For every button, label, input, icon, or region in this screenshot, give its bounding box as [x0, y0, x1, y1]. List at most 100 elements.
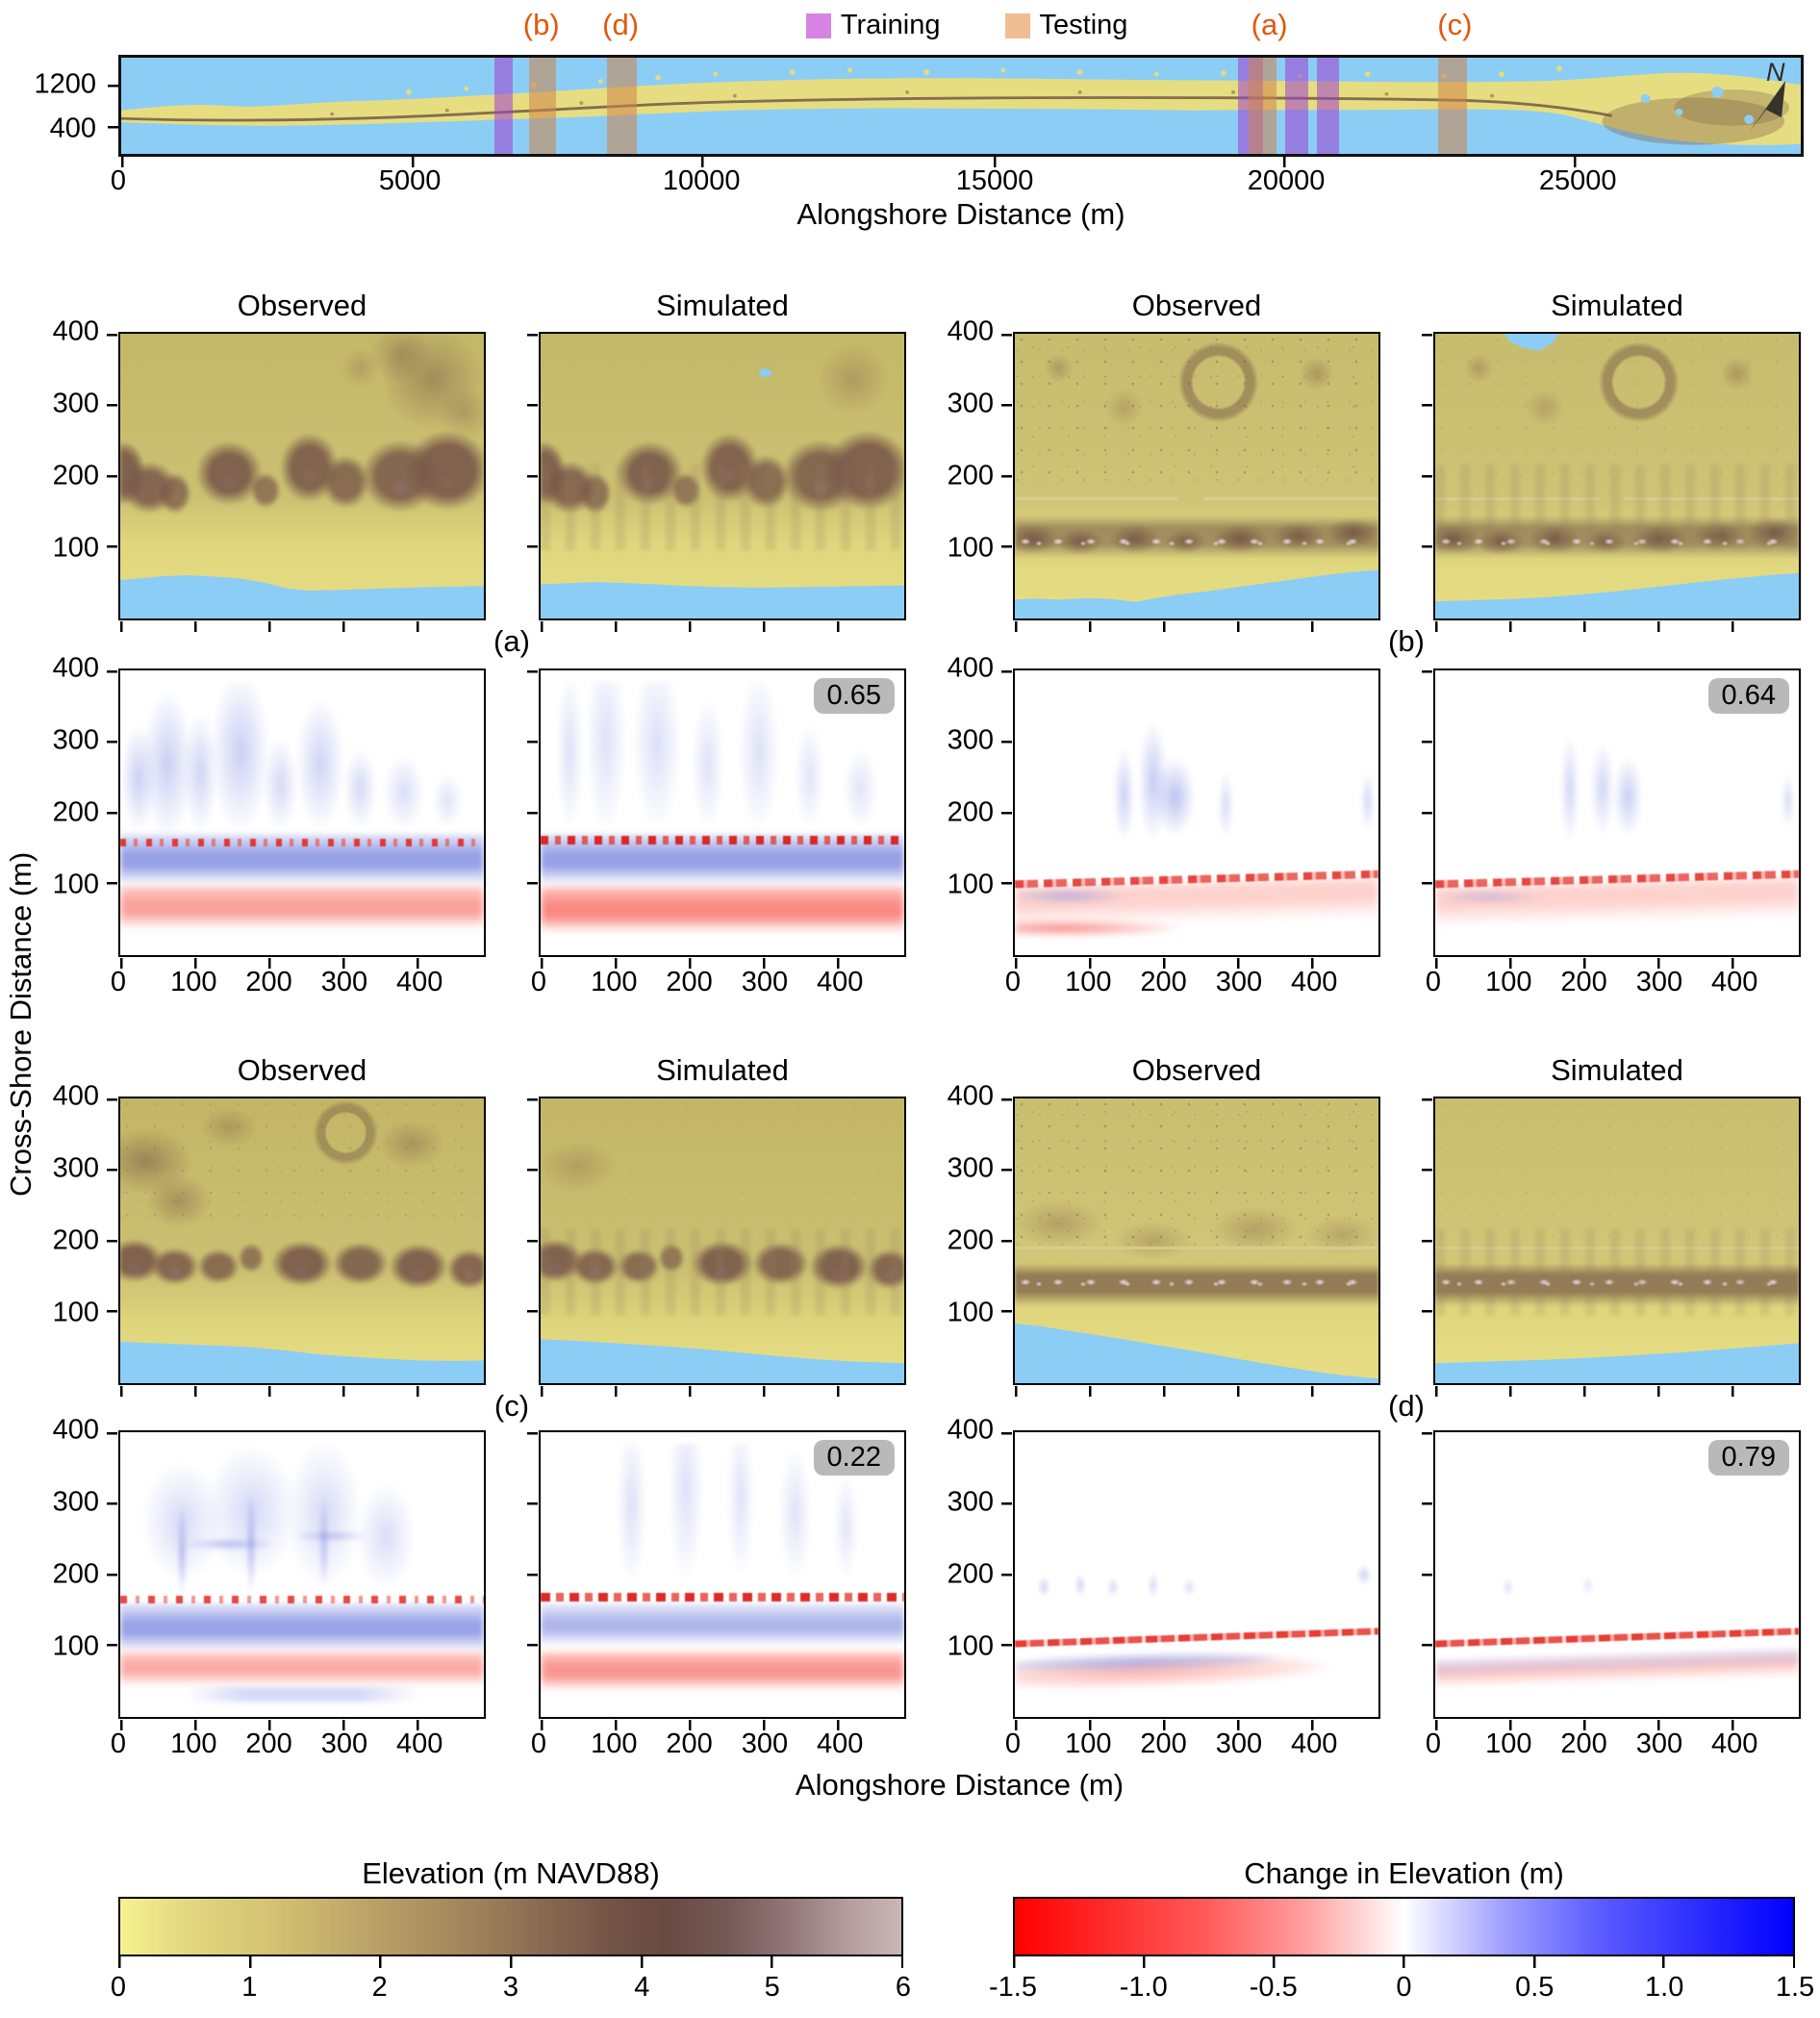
tick-label: 300: [52, 724, 99, 756]
heatmap-b-simulated-change: 0.64: [1422, 668, 1801, 969]
training-band: [493, 58, 513, 154]
shared-y-axis-label: Cross-Shore Distance (m): [4, 851, 38, 1198]
y-axis-ticks: 400 300 200 100: [43, 653, 111, 957]
tick-label: 1200: [34, 68, 96, 100]
section-marker-a: (a): [1251, 8, 1288, 41]
y-tickmarks: [1422, 670, 1432, 955]
tick-label: 200: [52, 1224, 99, 1256]
y-tickmarks: [1001, 1432, 1012, 1717]
tick-label: 300: [1635, 967, 1683, 997]
tick-label: 200: [245, 967, 292, 997]
x-tickmarks: [541, 621, 904, 632]
y-tickmarks: [1001, 670, 1012, 955]
tick-label: -0.5: [1249, 1972, 1298, 2003]
x-tickmarks: [541, 1720, 904, 1730]
y-tickmarks: [107, 1098, 117, 1383]
map-legend: Training Testing: [118, 10, 1804, 44]
tick-label: 100: [1485, 1728, 1532, 1759]
overview-section-markers: (b) (d) (a) (c): [118, 8, 1804, 46]
x-axis-ticks: 0 100 200 300 400: [531, 1728, 906, 1761]
x-axis-ticks: 0 100 200 300 400: [111, 1728, 486, 1761]
tick-label: 0: [1396, 1972, 1412, 2003]
tick-label: 5000: [378, 165, 442, 196]
colorbar-change-ticks: -1.5 -1.0 -0.5 0 0.5 1.0 1.5: [989, 1972, 1814, 2005]
heatmap-d-observed-change: [1001, 1430, 1380, 1730]
tick-label: 100: [52, 1297, 99, 1328]
legend-item-training: Training: [805, 10, 941, 41]
north-arrow-icon: N: [1749, 60, 1785, 133]
group-label-d: (d): [1388, 1389, 1425, 1423]
tick-label: 200: [52, 1558, 99, 1590]
tick-label: 0: [110, 165, 127, 196]
x-axis-ticks: 0 100 200 300 400: [1005, 1728, 1380, 1761]
testing-swatch-icon: [1004, 13, 1030, 38]
training-swatch-icon: [805, 13, 831, 38]
tick-label: 400: [947, 315, 994, 347]
tick-label: 400: [947, 652, 994, 684]
tick-label: 200: [245, 1728, 292, 1759]
tick-label: 200: [1560, 967, 1607, 997]
x-tickmarks: [1435, 621, 1799, 632]
tick-label: 0: [1004, 1728, 1022, 1759]
colorbar-change-tickmarks: [1013, 1956, 1795, 1968]
tick-label: 0: [110, 967, 127, 997]
heatmap-b-simulated-elevation: [1422, 332, 1801, 632]
y-tickmarks: [1001, 1098, 1012, 1383]
tick-label: 200: [666, 967, 713, 997]
y-axis-ticks: 400 300 200 100: [43, 1081, 111, 1385]
x-axis-ticks: 0 100 200 300 400: [1426, 1728, 1801, 1761]
y-axis-ticks: 400 300 200 100: [43, 1415, 111, 1719]
colorbar-elevation-tickmarks: [118, 1956, 903, 1968]
elevation-art: [1435, 334, 1799, 618]
heatmap-c-simulated-change: 0.22: [527, 1430, 906, 1730]
tick-label: 200: [947, 796, 994, 828]
tick-label: 400: [49, 113, 96, 144]
x-tickmarks: [120, 1720, 484, 1730]
y-axis-ticks: 400 300 200 100: [938, 1415, 1005, 1719]
tick-label: 400: [1711, 1728, 1758, 1759]
score-badge-c: 0.22: [813, 1440, 895, 1476]
tick-label: 100: [947, 1297, 994, 1328]
tick-label: 400: [1711, 967, 1758, 997]
heatmap-a-simulated-change: 0.65: [527, 668, 906, 969]
colorbar-change-title: Change in Elevation (m): [1244, 1856, 1564, 1890]
tick-label: 100: [947, 532, 994, 564]
change-art: [120, 1432, 484, 1717]
change-art: [541, 1432, 904, 1717]
testing-band-b: [529, 58, 557, 154]
testing-band-a: [1248, 58, 1277, 154]
x-tickmarks: [120, 1386, 484, 1397]
tick-label: 300: [52, 1152, 99, 1184]
tick-label: 300: [1215, 1728, 1263, 1759]
tick-label: 0: [110, 1972, 127, 2003]
tick-label: 400: [947, 1080, 994, 1112]
heatmap-c-observed-change: [107, 1430, 486, 1730]
heatmap-a-observed-change: [107, 668, 486, 969]
y-tickmarks: [527, 1098, 538, 1383]
tick-label: 200: [1140, 1728, 1187, 1759]
legend-label-testing: Testing: [1039, 10, 1128, 40]
x-tickmarks: [541, 958, 904, 969]
shared-x-axis-label: Alongshore Distance (m): [795, 1768, 1125, 1802]
x-axis-ticks: 0 100 200 300 400: [1005, 967, 1380, 999]
y-axis-ticks: 400 300 200 100: [43, 316, 111, 620]
tick-label: 0: [1004, 967, 1022, 997]
colorbar-elevation: [118, 1897, 903, 1956]
tick-label: 300: [741, 967, 789, 997]
change-art: [1015, 1432, 1378, 1717]
tick-label: 200: [947, 460, 994, 492]
heatmap-d-observed-elevation: [1001, 1097, 1380, 1397]
elevation-art: [1015, 1098, 1378, 1383]
tick-label: -1.5: [989, 1972, 1037, 2003]
elevation-art: [1015, 334, 1378, 618]
group-label-b: (b): [1388, 624, 1425, 658]
training-band: [1317, 58, 1339, 154]
elevation-art: [120, 334, 484, 618]
panel-title-d-simulated: Simulated: [1551, 1053, 1683, 1087]
tick-label: 400: [1291, 1728, 1338, 1759]
tick-label: 300: [320, 1728, 368, 1759]
tick-label: 5: [764, 1972, 780, 2003]
training-band: [1284, 58, 1309, 154]
colorbar-change: [1013, 1897, 1795, 1956]
x-tickmarks: [1435, 1386, 1799, 1397]
